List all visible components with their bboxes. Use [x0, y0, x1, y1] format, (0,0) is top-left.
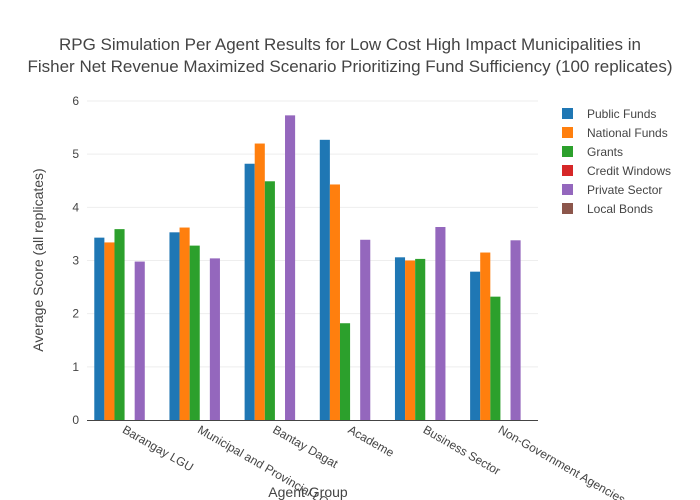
x-tick-label: Business Sector — [421, 422, 503, 477]
chart-title: RPG Simulation Per Agent Results for Low… — [27, 35, 672, 76]
y-tick-label: 1 — [72, 360, 79, 374]
legend-label: Grants — [587, 145, 623, 159]
y-tick-label: 4 — [72, 200, 79, 214]
legend-item-grants[interactable]: Grants — [562, 145, 623, 159]
bar-grants-2[interactable] — [189, 245, 200, 420]
gridlines — [87, 100, 538, 368]
bar-grants-6[interactable] — [490, 296, 501, 420]
y-tick-labels: 0 1 2 3 4 5 6 — [72, 94, 79, 427]
x-tick-label: Non-Government Agencies — [496, 422, 628, 500]
legend-label: Public Funds — [587, 107, 656, 121]
bar-grants-1[interactable] — [114, 229, 125, 420]
legend[interactable]: Public Funds National Funds Grants Credit W… — [562, 107, 671, 216]
bar-national-funds-1[interactable] — [104, 242, 115, 420]
bar-national-funds-3[interactable] — [254, 143, 265, 421]
bar-public-funds-6[interactable] — [470, 271, 481, 420]
legend-swatch — [562, 108, 573, 119]
legend-swatch — [562, 165, 573, 176]
legend-item-local-bonds[interactable]: Local Bonds — [562, 202, 653, 216]
y-tick-label: 6 — [72, 94, 79, 108]
legend-item-national-funds[interactable]: National Funds — [562, 126, 668, 140]
legend-label: National Funds — [587, 126, 668, 140]
bar-grants-4[interactable] — [339, 323, 351, 420]
legend-item-credit-windows[interactable]: Credit Windows — [562, 164, 671, 178]
legend-label: Credit Windows — [587, 164, 671, 178]
chart-title-line-2: Fisher Net Revenue Maximized Scenario Pr… — [27, 57, 672, 76]
y-tick-label: 3 — [72, 254, 79, 268]
legend-swatch — [562, 146, 573, 157]
bar-private-sector-4[interactable] — [360, 239, 371, 420]
bar-national-funds-2[interactable] — [179, 227, 190, 420]
legend-item-private-sector[interactable]: Private Sector — [562, 183, 662, 197]
x-tick-label: Barangay LGU — [120, 422, 196, 474]
bar-grants-5[interactable] — [415, 258, 426, 420]
bars — [94, 115, 521, 421]
legend-item-public-funds[interactable]: Public Funds — [562, 107, 656, 121]
bar-private-sector-6[interactable] — [510, 240, 521, 420]
bar-private-sector-1[interactable] — [134, 261, 145, 420]
x-tick-label: Bantay Dagat — [270, 422, 341, 471]
y-tick-label: 0 — [72, 413, 79, 427]
bar-grants-3[interactable] — [264, 181, 275, 420]
bar-public-funds-2[interactable] — [169, 232, 180, 420]
bar-public-funds-3[interactable] — [244, 163, 255, 420]
x-tick-label: Academe — [346, 422, 397, 460]
y-tick-label: 2 — [72, 307, 79, 321]
bar-private-sector-5[interactable] — [435, 227, 446, 420]
y-axis-title: Average Score (all replicates) — [30, 168, 46, 351]
bar-public-funds-4[interactable] — [319, 139, 330, 421]
bar-private-sector-2[interactable] — [209, 258, 220, 420]
x-tick-labels: Barangay LGU Municipal and Provincial LGU… — [120, 422, 628, 500]
chart-title-line-1: RPG Simulation Per Agent Results for Low… — [59, 35, 641, 54]
legend-swatch — [562, 127, 573, 138]
legend-label: Private Sector — [587, 183, 662, 197]
bar-public-funds-1[interactable] — [94, 237, 105, 420]
bar-national-funds-5[interactable] — [405, 260, 416, 421]
bar-national-funds-6[interactable] — [480, 252, 491, 420]
legend-swatch — [562, 184, 573, 195]
legend-swatch — [562, 203, 573, 214]
x-axis-title: Agent Group — [268, 484, 348, 500]
legend-label: Local Bonds — [587, 202, 653, 216]
y-tick-label: 5 — [72, 147, 79, 161]
bar-national-funds-4[interactable] — [329, 184, 340, 420]
bar-public-funds-5[interactable] — [394, 257, 406, 420]
bar-private-sector-3[interactable] — [285, 115, 296, 420]
